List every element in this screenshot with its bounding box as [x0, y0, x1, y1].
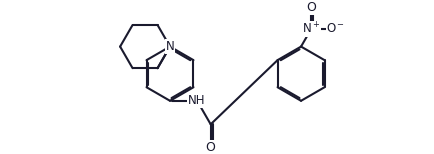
Text: O$^-$: O$^-$ — [326, 22, 345, 35]
Text: NH: NH — [188, 94, 206, 107]
Text: N$^+$: N$^+$ — [302, 21, 320, 37]
Text: O: O — [206, 141, 216, 154]
Text: N: N — [166, 40, 174, 53]
Text: O: O — [306, 1, 316, 14]
